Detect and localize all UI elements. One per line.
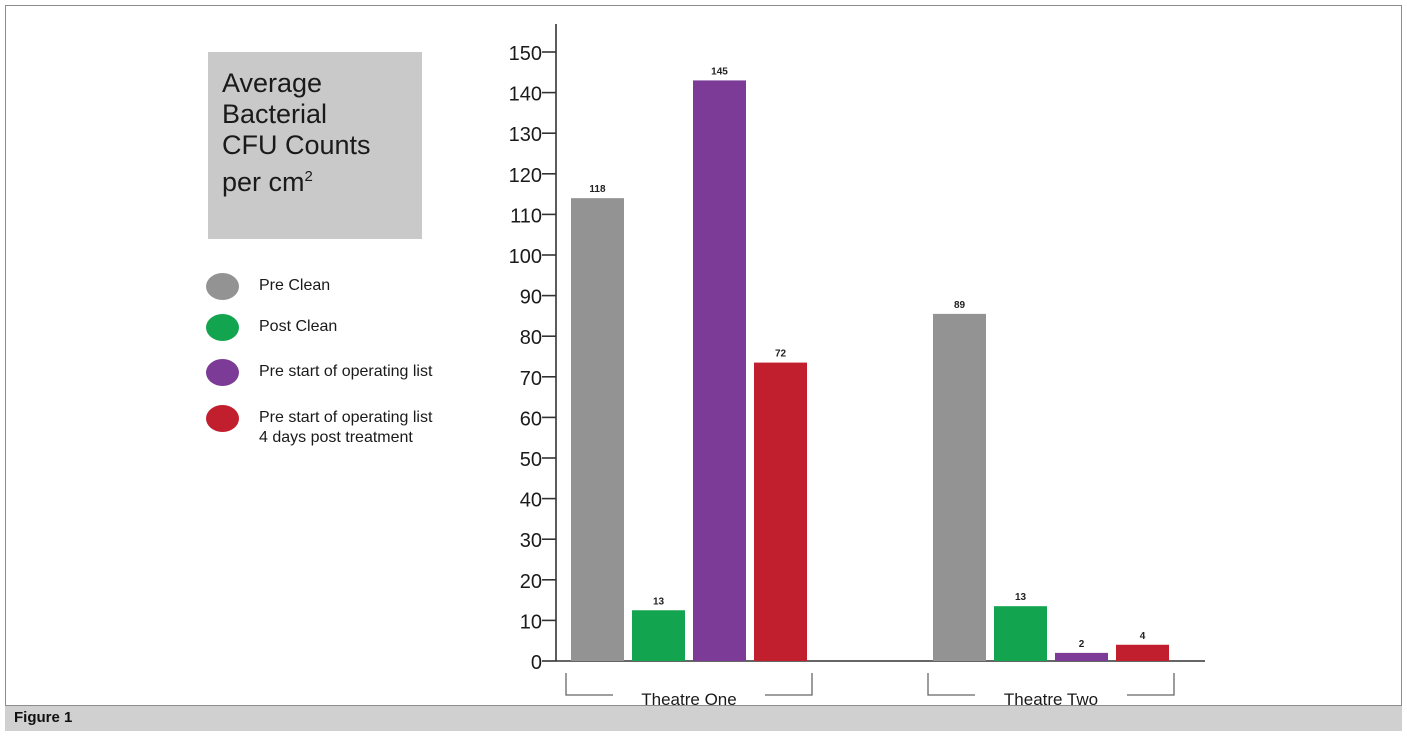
data-label-theatre-one-1: 13 [653, 596, 665, 607]
y-tick-label-60: 60 [520, 408, 542, 430]
legend-item-pre-clean: Pre Clean [206, 273, 506, 300]
legend-item-pre-start: Pre start of operating list [206, 359, 506, 386]
bar-theatre-two-pre-clean [933, 313, 986, 661]
y-tick-label-130: 130 [509, 124, 542, 146]
chart-title-superscript: 2 [304, 168, 313, 185]
category-label-bg-theatre-two [975, 689, 1127, 703]
y-tick-label-40: 40 [520, 490, 542, 512]
y-tick-label-100: 100 [509, 246, 542, 268]
y-tick-label-30: 30 [520, 530, 542, 552]
data-label-theatre-two-1: 13 [1015, 592, 1027, 603]
y-tick-label-150: 150 [509, 43, 542, 65]
y-tick-label-70: 70 [520, 368, 542, 390]
bar-theatre-two-pre-start-of-operating-list-4-days [1116, 644, 1169, 661]
bar-theatre-one-pre-start-of-operating-list [693, 80, 746, 662]
data-label-theatre-one-2: 145 [711, 66, 728, 77]
chart-title-line-2: Bacterial [222, 99, 328, 129]
figure-caption: Figure 1 [5, 705, 1402, 731]
legend-swatch-pre-start [206, 359, 239, 386]
legend-label-pre-start-4-days: Pre start of operating list 4 days post … [259, 409, 433, 446]
legend-label-pre-start: Pre start of operating list [259, 363, 433, 380]
data-label-theatre-one-3: 72 [775, 349, 787, 360]
legend-label-post-clean: Post Clean [259, 318, 338, 335]
category-label-theatre-one: Theatre One [641, 690, 736, 705]
legend-swatch-post-clean [206, 314, 239, 341]
bar-theatre-two-pre-start-of-operating-list [1055, 652, 1108, 661]
legend-item-post-clean: Post Clean [206, 314, 506, 341]
bar-theatre-one-pre-start-of-operating-list-4-days [754, 362, 807, 661]
category-label-theatre-two: Theatre Two [1004, 690, 1098, 705]
bar-theatre-two-post-clean [994, 606, 1047, 661]
legend-swatch-pre-clean [206, 273, 239, 300]
legend-label-pre-clean: Pre Clean [259, 277, 331, 294]
bar-theatre-one-post-clean [632, 610, 685, 661]
data-label-theatre-two-3: 4 [1140, 631, 1146, 642]
y-tick-label-10: 10 [520, 611, 542, 633]
chart-title-unit: per cm [222, 167, 305, 197]
y-tick-label-20: 20 [520, 571, 542, 593]
data-label-theatre-two-2: 2 [1079, 639, 1085, 650]
y-tick-label-110: 110 [510, 205, 542, 227]
bar-theatre-one-pre-clean [571, 198, 624, 661]
chart-title-box: Average Bacterial CFU Counts per cm2 [208, 52, 422, 239]
y-tick-label-80: 80 [520, 327, 542, 349]
legend-item-pre-start-4-days: Pre start of operating list 4 days post … [206, 405, 506, 448]
y-tick-label-90: 90 [520, 287, 542, 309]
chart-title-line-3: CFU Counts [222, 130, 371, 160]
chart-title-line-4: per cm2 [222, 161, 422, 198]
category-label-bg-theatre-one [613, 689, 765, 703]
y-tick-label-0: 0 [531, 652, 542, 674]
data-label-theatre-two-0: 89 [954, 300, 966, 311]
y-tick-label-120: 120 [509, 165, 542, 187]
data-label-theatre-one-0: 118 [589, 184, 606, 195]
legend-swatch-pre-start-4-days [206, 405, 239, 432]
bar-chart: 0 10 20 30 40 50 60 70 80 90 100 110 120 130 140 150 118… [509, 24, 1205, 705]
y-tick-label-140: 140 [509, 84, 542, 106]
chart-title-line-1: Average [222, 68, 323, 98]
y-tick-label-50: 50 [520, 449, 542, 471]
